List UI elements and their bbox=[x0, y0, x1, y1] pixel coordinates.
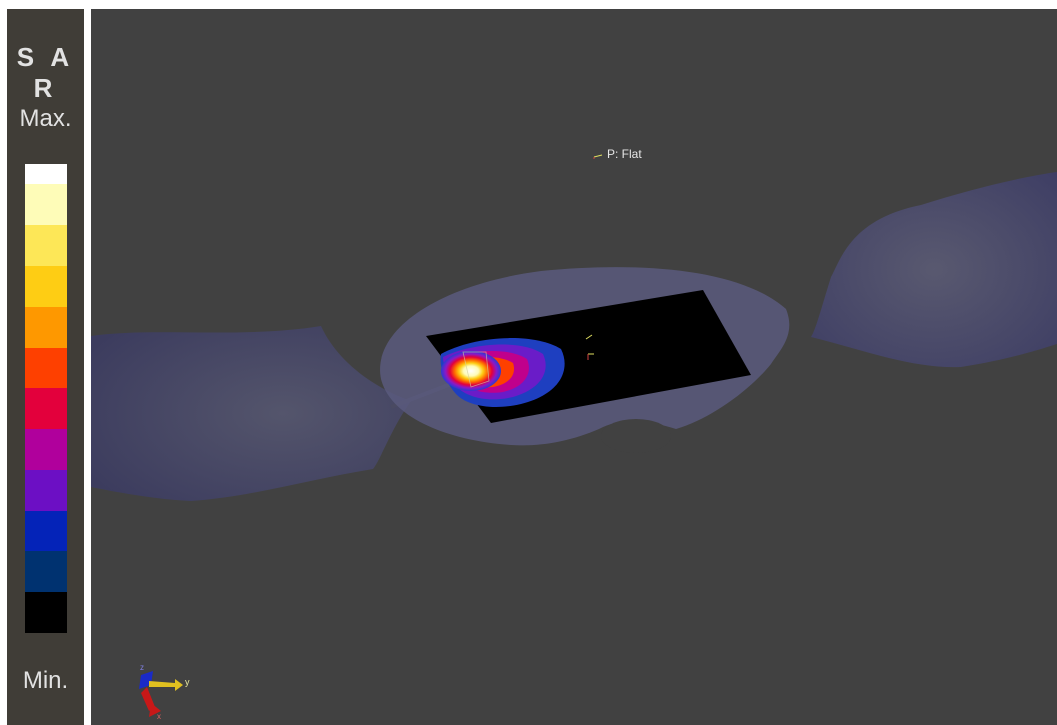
axis-x-label: x bbox=[157, 712, 161, 721]
3d-viewport[interactable]: P: Flat y x z bbox=[91, 9, 1057, 725]
color-scale-swatch bbox=[25, 469, 67, 511]
color-scale-swatch bbox=[25, 265, 67, 307]
color-scale-swatch bbox=[25, 225, 67, 266]
color-scale-swatch bbox=[25, 510, 67, 552]
probe-label: P: Flat bbox=[607, 147, 642, 161]
legend-min-label: Min. bbox=[22, 667, 69, 694]
legend-max-label: Max. bbox=[19, 105, 72, 132]
color-scale-swatch bbox=[25, 184, 67, 226]
sar-legend-panel: S A R Max. Min. bbox=[7, 9, 84, 725]
color-scale-swatch bbox=[25, 551, 67, 593]
color-scale-swatch bbox=[25, 347, 67, 389]
color-scale-bar bbox=[25, 164, 67, 633]
tissue-lobe-left bbox=[91, 326, 411, 501]
tissue-lobe-right bbox=[811, 172, 1057, 368]
sar-hotspot bbox=[441, 351, 501, 391]
color-scale-swatch bbox=[25, 388, 67, 430]
legend-title: S A R bbox=[16, 42, 75, 103]
axis-y-label: y bbox=[185, 677, 190, 687]
axis-z-label: z bbox=[140, 663, 144, 672]
axis-triad-icon bbox=[139, 671, 183, 717]
color-scale-swatch bbox=[25, 592, 67, 633]
color-scale-swatch bbox=[25, 306, 67, 348]
color-scale-swatch bbox=[25, 429, 67, 470]
scene-canvas[interactable] bbox=[91, 9, 1057, 725]
color-scale-swatch bbox=[25, 164, 67, 185]
